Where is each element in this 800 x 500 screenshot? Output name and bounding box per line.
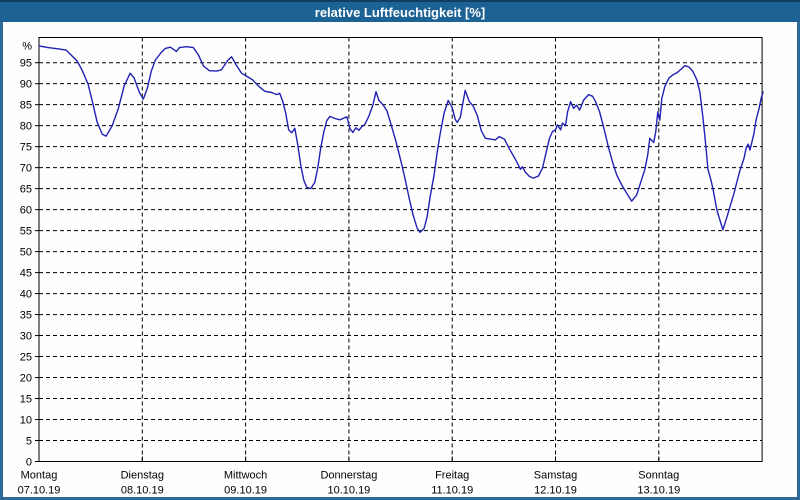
chart-area: 0 5 10 15 20 25 30 35 40 45 50 55 60 65 70 75 80 85 90 95% M…	[3, 22, 797, 497]
plot-frame	[38, 37, 763, 462]
y-tick-label: 80	[20, 121, 32, 133]
x-day-label: Sonntag	[638, 470, 679, 482]
x-date-label: 07.10.19	[18, 485, 61, 497]
y-tick-label: 15	[20, 394, 32, 406]
y-tick-label: 10	[20, 415, 32, 427]
y-tick-label: 65	[20, 184, 32, 196]
y-tick-label: 90	[20, 79, 32, 91]
x-day-label: Samstag	[534, 470, 577, 482]
humidity-chart: 0 5 10 15 20 25 30 35 40 45 50 55 60 65 70 75 80 85 90 95% M…	[18, 37, 764, 497]
x-day-label: Donnerstag	[320, 470, 377, 482]
y-tick-label: 0	[26, 457, 32, 469]
x-day-label: Dienstag	[121, 470, 164, 482]
x-date-label: 09.10.19	[224, 485, 267, 497]
humidity-line	[38, 45, 764, 234]
x-date-label: 13.10.19	[637, 485, 680, 497]
y-tick-label: 35	[20, 310, 32, 322]
x-date-label: 10.10.19	[327, 485, 370, 497]
y-tick-label: 95	[20, 58, 32, 70]
y-tick-label: 75	[20, 142, 32, 154]
y-tick-label: 70	[20, 163, 32, 175]
y-tick-label: 60	[20, 205, 32, 217]
x-date-label: 12.10.19	[534, 485, 577, 497]
y-tick-label: 50	[20, 247, 32, 259]
y-tick-label: 25	[20, 352, 32, 364]
x-day-label: Mittwoch	[224, 470, 267, 482]
y-tick-label: 30	[20, 331, 32, 343]
title-bar: relative Luftfeuchtigkeit [%]	[0, 0, 800, 22]
y-tick-label: 5	[26, 436, 32, 448]
y-tick-label: 20	[20, 373, 32, 385]
y-tick-label: 40	[20, 289, 32, 301]
y-tick-label: 85	[20, 100, 32, 112]
x-date-label: 11.10.19	[431, 485, 473, 497]
y-axis-unit-label: %	[22, 41, 32, 53]
x-day-label: Freitag	[435, 470, 469, 482]
x-date-label: 08.10.19	[121, 485, 164, 497]
chart-title: relative Luftfeuchtigkeit [%]	[314, 4, 486, 20]
y-tick-label: 45	[20, 268, 32, 280]
y-tick-label: 55	[20, 226, 32, 238]
x-day-label: Montag	[21, 470, 58, 482]
